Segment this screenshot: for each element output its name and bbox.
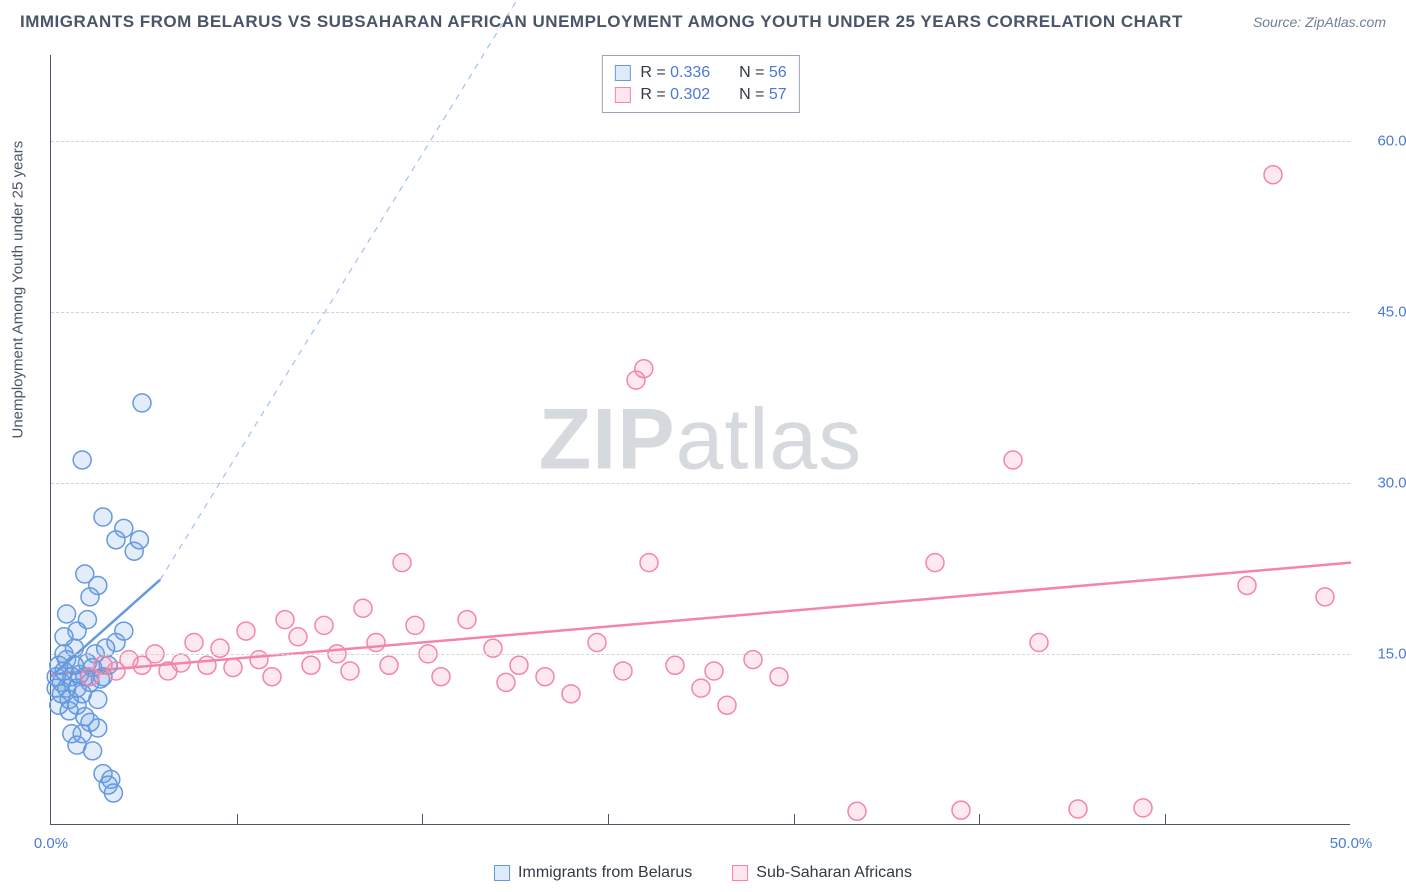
grid-line-h bbox=[51, 654, 1350, 655]
stats-n-label: N = 56 bbox=[739, 64, 787, 82]
x-minor-tick bbox=[794, 814, 795, 824]
grid-line-h bbox=[51, 483, 1350, 484]
y-axis-label: Unemployment Among Youth under 25 years bbox=[10, 141, 27, 439]
y-tick-label: 45.0% bbox=[1360, 303, 1406, 320]
legend-swatch bbox=[494, 865, 510, 881]
y-tick-label: 30.0% bbox=[1360, 474, 1406, 491]
legend-swatch bbox=[614, 87, 630, 103]
legend-label: Immigrants from Belarus bbox=[518, 864, 692, 882]
x-minor-tick bbox=[237, 814, 238, 824]
grid-line-h bbox=[51, 141, 1350, 142]
grid-line-h bbox=[51, 312, 1350, 313]
stats-r-label: R = 0.302 bbox=[640, 86, 710, 104]
x-minor-tick bbox=[422, 814, 423, 824]
title-bar: IMMIGRANTS FROM BELARUS VS SUBSAHARAN AF… bbox=[20, 12, 1386, 32]
chart-plot-area: ZIPatlas R = 0.336 N = 56R = 0.302 N = 5… bbox=[50, 55, 1350, 825]
stats-n-label: N = 57 bbox=[739, 86, 787, 104]
legend-label: Sub-Saharan Africans bbox=[756, 864, 912, 882]
legend-swatch bbox=[732, 865, 748, 881]
stats-legend: R = 0.336 N = 56R = 0.302 N = 57 bbox=[601, 55, 799, 113]
x-tick-label: 50.0% bbox=[1330, 835, 1373, 852]
legend-item: Immigrants from Belarus bbox=[494, 864, 692, 882]
source-attribution: Source: ZipAtlas.com bbox=[1253, 14, 1386, 30]
chart-title: IMMIGRANTS FROM BELARUS VS SUBSAHARAN AF… bbox=[20, 12, 1183, 32]
stats-r-label: R = 0.336 bbox=[640, 64, 710, 82]
chart-svg bbox=[51, 55, 1350, 824]
x-minor-tick bbox=[979, 814, 980, 824]
y-tick-label: 60.0% bbox=[1360, 132, 1406, 149]
legend-swatch bbox=[614, 65, 630, 81]
y-tick-label: 15.0% bbox=[1360, 645, 1406, 662]
x-tick-label: 0.0% bbox=[34, 835, 68, 852]
x-minor-tick bbox=[1165, 814, 1166, 824]
legend-item: Sub-Saharan Africans bbox=[732, 864, 912, 882]
bottom-legend: Immigrants from Belarus Sub-Saharan Afric… bbox=[494, 864, 912, 882]
stats-legend-row: R = 0.336 N = 56 bbox=[614, 62, 786, 84]
x-minor-tick bbox=[608, 814, 609, 824]
stats-legend-row: R = 0.302 N = 57 bbox=[614, 84, 786, 106]
